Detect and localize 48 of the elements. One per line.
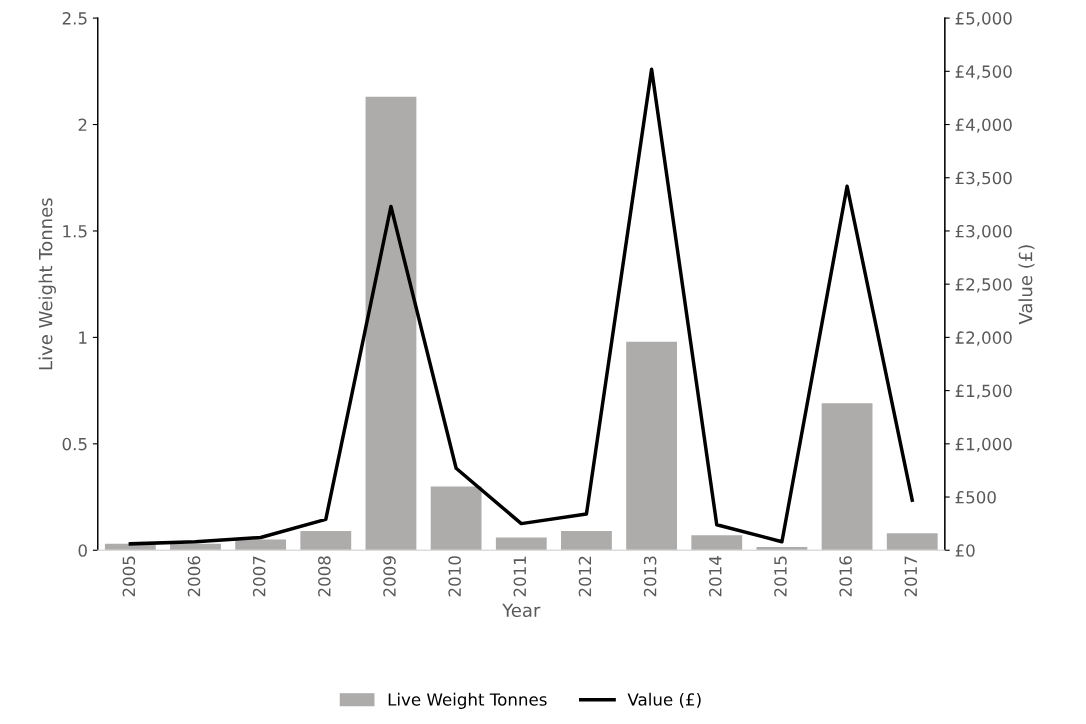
legend-label: Live Weight Tonnes: [388, 692, 547, 709]
bar: [170, 543, 221, 551]
y-tick-label: 1: [79, 331, 87, 344]
bar: [821, 403, 873, 551]
bar: [300, 531, 352, 551]
line-series: [128, 67, 914, 546]
bar: [495, 537, 547, 551]
x-tick-label: 2015: [774, 556, 787, 597]
x-tick-label: 2017: [904, 556, 918, 597]
x-tick-label: 2011: [513, 556, 527, 597]
x-axis-title: Year: [502, 603, 541, 618]
y2-tick-label: £3,000: [955, 224, 1012, 240]
legend-label: Value (£): [627, 692, 701, 708]
y-tick-label: 2.5: [62, 12, 87, 25]
x-tick-label: 2010: [448, 556, 461, 597]
x-tick-label: 2012: [578, 556, 592, 597]
y-axis-title: Live Weight Tonnes: [38, 198, 56, 370]
y2-tick-label: £1,500: [955, 384, 1012, 399]
y2-tick-label: £500: [955, 490, 996, 504]
x-tick-label: 2005: [122, 556, 136, 597]
x-tick-label: 2009: [383, 556, 396, 597]
bar: [756, 547, 808, 551]
y2-tick-label: £2,500: [955, 278, 1012, 293]
y2-tick-label: £3,500: [955, 171, 1012, 187]
y2-tick-label: £0: [955, 544, 975, 557]
bar: [561, 531, 612, 551]
y-tick-label: 0.5: [62, 437, 87, 451]
bar: [235, 539, 287, 551]
bar: [430, 486, 482, 551]
x-tick-label: 2008: [318, 556, 331, 597]
bar: [365, 96, 417, 551]
bar: [626, 341, 678, 551]
y-tick-label: 0: [78, 544, 87, 557]
bar: [886, 533, 938, 551]
y-tick-label: 2: [78, 118, 87, 131]
y2-tick-label: £4,500: [955, 65, 1012, 80]
x-tick-label: 2007: [252, 556, 266, 597]
x-tick-label: 2016: [839, 556, 852, 597]
y-tick-label: 1.5: [63, 225, 87, 238]
y2-tick-label: £5,000: [955, 12, 1012, 27]
y2-tick-label: £1,000: [955, 437, 1012, 453]
y2-tick-label: £2,000: [955, 331, 1012, 346]
x-tick-label: 2014: [708, 556, 722, 597]
x-tick-label: 2013: [643, 556, 657, 597]
bar: [691, 535, 743, 551]
y2-axis-title: Value (£): [1018, 245, 1035, 325]
x-tick-label: 2006: [187, 556, 201, 597]
y2-tick-label: £4,000: [955, 118, 1012, 133]
